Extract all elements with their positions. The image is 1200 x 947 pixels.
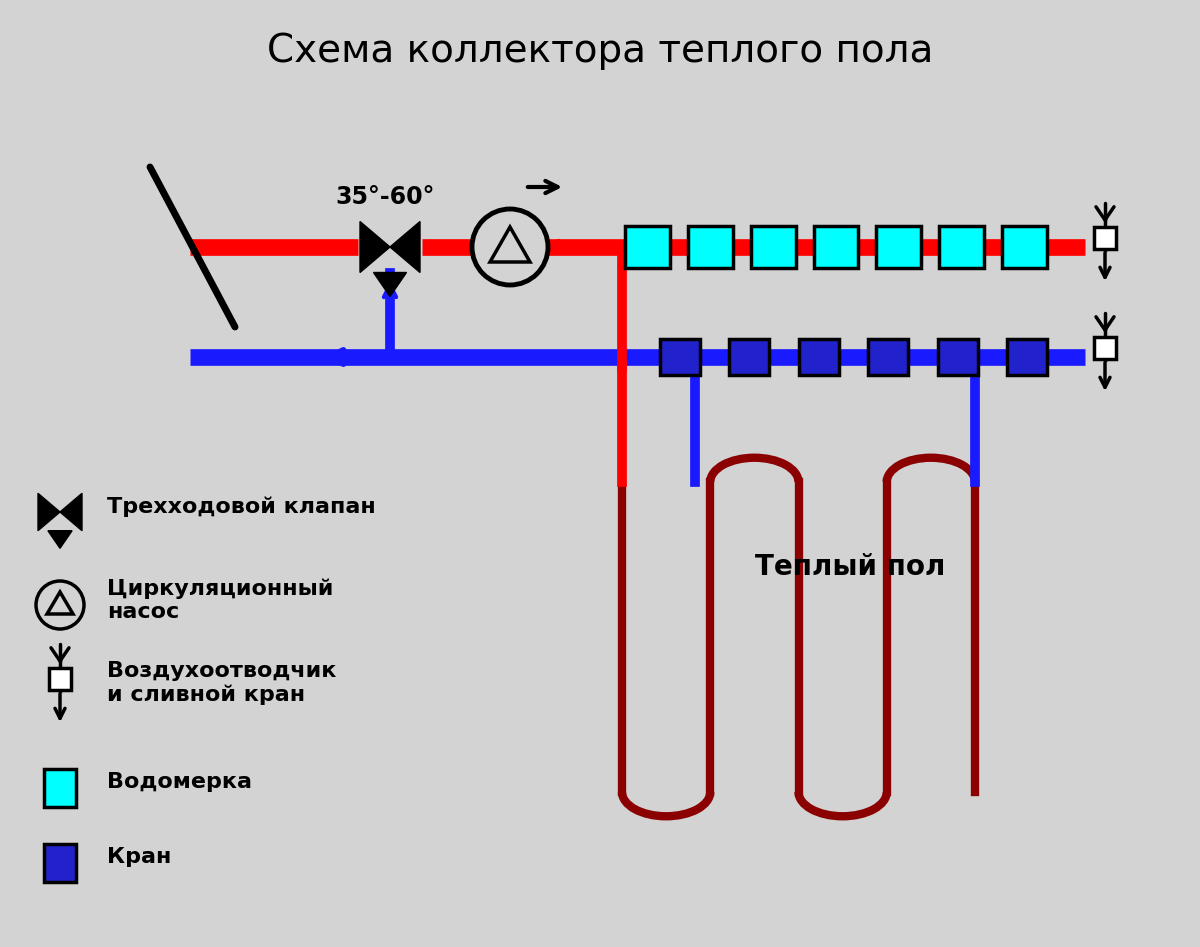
- Bar: [625, 226, 670, 268]
- Bar: [44, 769, 76, 807]
- Bar: [751, 226, 796, 268]
- Bar: [876, 226, 922, 268]
- Bar: [937, 339, 978, 375]
- Bar: [868, 339, 908, 375]
- Bar: [660, 339, 700, 375]
- Bar: [688, 226, 733, 268]
- Bar: [1007, 339, 1046, 375]
- Bar: [1002, 226, 1046, 268]
- Text: Теплый пол: Теплый пол: [755, 553, 946, 581]
- Bar: [799, 339, 839, 375]
- Polygon shape: [60, 493, 82, 530]
- Polygon shape: [48, 530, 72, 548]
- Bar: [1094, 227, 1116, 249]
- Polygon shape: [373, 273, 407, 296]
- Bar: [1094, 337, 1116, 359]
- Bar: [49, 668, 71, 690]
- Text: Водомерка: Водомерка: [107, 772, 252, 792]
- Bar: [940, 226, 984, 268]
- Text: Кран: Кран: [107, 847, 172, 867]
- Bar: [44, 844, 76, 882]
- Text: Трехходовой клапан: Трехходовой клапан: [107, 497, 376, 517]
- Polygon shape: [390, 222, 420, 273]
- Bar: [730, 339, 769, 375]
- Text: Воздухоотводчик
и сливной кран: Воздухоотводчик и сливной кран: [107, 661, 336, 705]
- Bar: [814, 226, 858, 268]
- Polygon shape: [38, 493, 60, 530]
- Text: Схема коллектора теплого пола: Схема коллектора теплого пола: [266, 32, 934, 70]
- Text: Циркуляционный
насос: Циркуляционный насос: [107, 579, 334, 622]
- Text: 35°-60°: 35°-60°: [335, 185, 434, 209]
- Polygon shape: [360, 222, 390, 273]
